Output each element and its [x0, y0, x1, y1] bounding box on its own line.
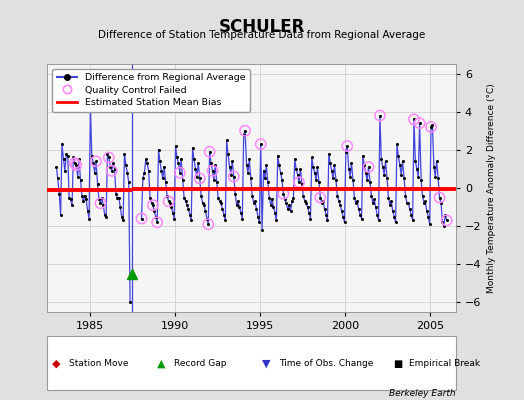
Point: [316, 194, 324, 201]
Text: Berkeley Earth: Berkeley Earth: [389, 389, 456, 398]
Point: [204, 221, 212, 228]
Point: [71, 160, 79, 166]
Point: [107, 168, 116, 174]
Text: ▼: ▼: [262, 359, 270, 369]
Point: [96, 200, 105, 206]
Text: ◆: ◆: [52, 359, 61, 369]
Text: Time of Obs. Change: Time of Obs. Change: [279, 360, 373, 368]
Point: [435, 194, 444, 201]
Point: [442, 217, 451, 224]
Point: [343, 143, 352, 149]
Text: SCHULER: SCHULER: [219, 18, 305, 36]
Point: [153, 219, 161, 226]
Point: [205, 148, 214, 155]
Y-axis label: Monthly Temperature Anomaly Difference (°C): Monthly Temperature Anomaly Difference (…: [487, 83, 496, 293]
Point: [241, 128, 249, 134]
Text: Station Move: Station Move: [69, 360, 129, 368]
Point: [195, 175, 204, 182]
Point: [72, 162, 81, 168]
Text: Record Gap: Record Gap: [174, 360, 226, 368]
Point: [427, 124, 435, 130]
Legend: Difference from Regional Average, Quality Control Failed, Estimated Station Mean: Difference from Regional Average, Qualit…: [52, 69, 250, 112]
Point: [105, 154, 113, 161]
Point: [86, 103, 95, 109]
Point: [295, 179, 303, 186]
Text: ▲: ▲: [157, 359, 166, 369]
Point: [376, 112, 384, 119]
Point: [176, 170, 184, 176]
Point: [149, 202, 157, 208]
Text: ■: ■: [393, 359, 402, 369]
Point: [230, 173, 238, 180]
Point: [416, 120, 424, 126]
Point: [137, 215, 146, 222]
Point: [279, 190, 288, 197]
Point: [209, 168, 217, 174]
Text: Empirical Break: Empirical Break: [409, 360, 480, 368]
Point: [364, 164, 373, 170]
Text: Difference of Station Temperature Data from Regional Average: Difference of Station Temperature Data f…: [99, 30, 425, 40]
Point: [165, 198, 173, 204]
Point: [92, 158, 100, 164]
Point: [257, 141, 265, 147]
Point: [410, 116, 418, 122]
